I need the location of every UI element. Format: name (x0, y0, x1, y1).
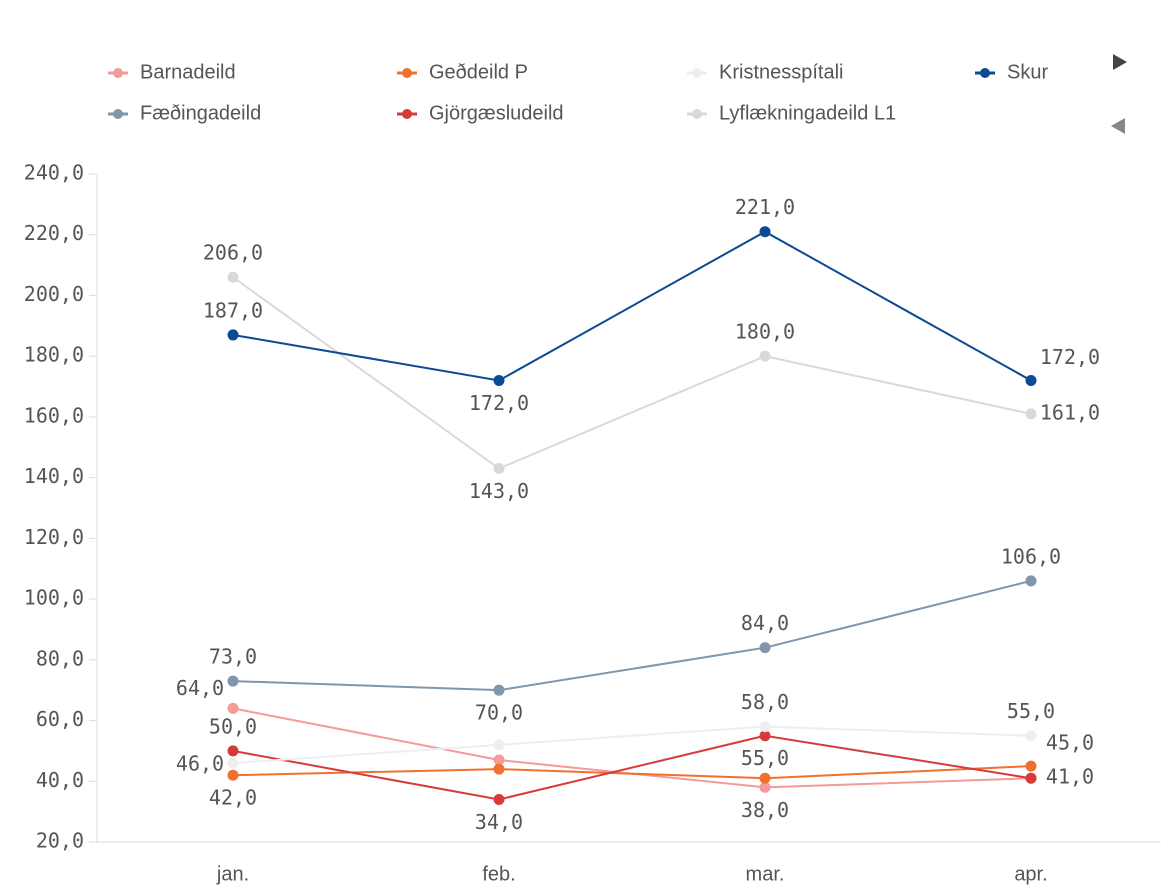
legend-label: Skur (1007, 61, 1048, 83)
legend-prev[interactable] (1111, 118, 1125, 134)
data-point (227, 271, 239, 283)
x-tick-label: apr. (1014, 863, 1047, 885)
data-label: 45,0 (1046, 731, 1094, 755)
data-point (493, 793, 505, 805)
data-label: 55,0 (741, 746, 789, 770)
data-point (1025, 760, 1037, 772)
y-tick-label: 200,0 (24, 282, 84, 306)
data-label: 172,0 (1040, 345, 1100, 369)
data-point (1025, 374, 1037, 386)
series-line (232, 707, 1032, 789)
data-label: 161,0 (1040, 400, 1100, 424)
legend-label: Geðdeild P (429, 61, 528, 83)
data-label: 180,0 (735, 320, 795, 344)
x-tick-label: mar. (746, 863, 785, 885)
legend-label: Gjörgæsludeild (429, 102, 564, 124)
data-point (759, 781, 771, 793)
data-point (759, 642, 771, 654)
y-tick-label: 20,0 (36, 829, 84, 853)
y-tick-label: 220,0 (24, 221, 84, 245)
data-point (493, 763, 505, 775)
series-line (232, 725, 1032, 765)
data-point (227, 675, 239, 687)
data-point (227, 745, 239, 757)
data-label: 50,0 (209, 714, 257, 738)
legend-swatch-dot (113, 68, 123, 78)
y-tick-label: 140,0 (24, 464, 84, 488)
data-point (227, 702, 239, 714)
data-point (759, 772, 771, 784)
legend-swatch-dot (402, 109, 412, 119)
data-label: 42,0 (209, 786, 257, 810)
data-label: 34,0 (475, 810, 523, 834)
data-point (759, 226, 771, 238)
data-label: 73,0 (209, 645, 257, 669)
legend-next[interactable] (1113, 54, 1127, 70)
data-label: 206,0 (203, 241, 263, 265)
y-tick-label: 160,0 (24, 403, 84, 427)
data-label: 64,0 (176, 676, 224, 700)
data-label: 221,0 (735, 195, 795, 219)
data-point (227, 769, 239, 781)
y-tick-label: 120,0 (24, 525, 84, 549)
data-label: 46,0 (176, 752, 224, 776)
legend-swatch-dot (692, 68, 702, 78)
x-tick-label: feb. (482, 863, 515, 885)
series-line (232, 276, 1032, 470)
data-point (759, 730, 771, 742)
series-line (232, 734, 1032, 801)
data-point (227, 757, 239, 769)
y-tick-label: 100,0 (24, 586, 84, 610)
data-label: 58,0 (741, 690, 789, 714)
legend-label: Barnadeild (140, 61, 236, 83)
series-line (232, 765, 1032, 780)
data-point (759, 350, 771, 362)
data-label: 41,0 (1046, 765, 1094, 789)
series-line (232, 579, 1032, 692)
legend-swatch-dot (692, 109, 702, 119)
data-label: 55,0 (1007, 699, 1055, 723)
legend-swatch-dot (980, 68, 990, 78)
data-point (1025, 772, 1037, 784)
data-point (227, 329, 239, 341)
data-label: 70,0 (475, 701, 523, 725)
legend-label: Kristnesspítali (719, 61, 844, 83)
data-point (493, 739, 505, 751)
x-tick-label: jan. (216, 863, 249, 885)
y-tick-label: 180,0 (24, 343, 84, 367)
data-point (1025, 730, 1037, 742)
data-label: 143,0 (469, 479, 529, 503)
data-label: 187,0 (203, 298, 263, 322)
legend-label: Fæðingadeild (140, 102, 261, 124)
y-tick-label: 80,0 (36, 646, 84, 670)
data-label: 172,0 (469, 391, 529, 415)
data-point (1025, 408, 1037, 420)
data-label: 106,0 (1001, 544, 1061, 568)
y-tick-label: 240,0 (24, 161, 84, 185)
data-point (493, 684, 505, 696)
data-point (493, 754, 505, 766)
data-point (493, 463, 505, 475)
data-point (759, 721, 771, 733)
data-point (493, 374, 505, 386)
y-tick-label: 40,0 (36, 768, 84, 792)
series-line (232, 230, 1032, 382)
legend-swatch-dot (402, 68, 412, 78)
data-label: 84,0 (741, 611, 789, 635)
y-tick-label: 60,0 (36, 707, 84, 731)
data-point (1025, 575, 1037, 587)
data-label: 38,0 (741, 798, 789, 822)
legend-label: Lyflækningadeild L1 (719, 102, 896, 124)
legend-swatch-dot (113, 109, 123, 119)
